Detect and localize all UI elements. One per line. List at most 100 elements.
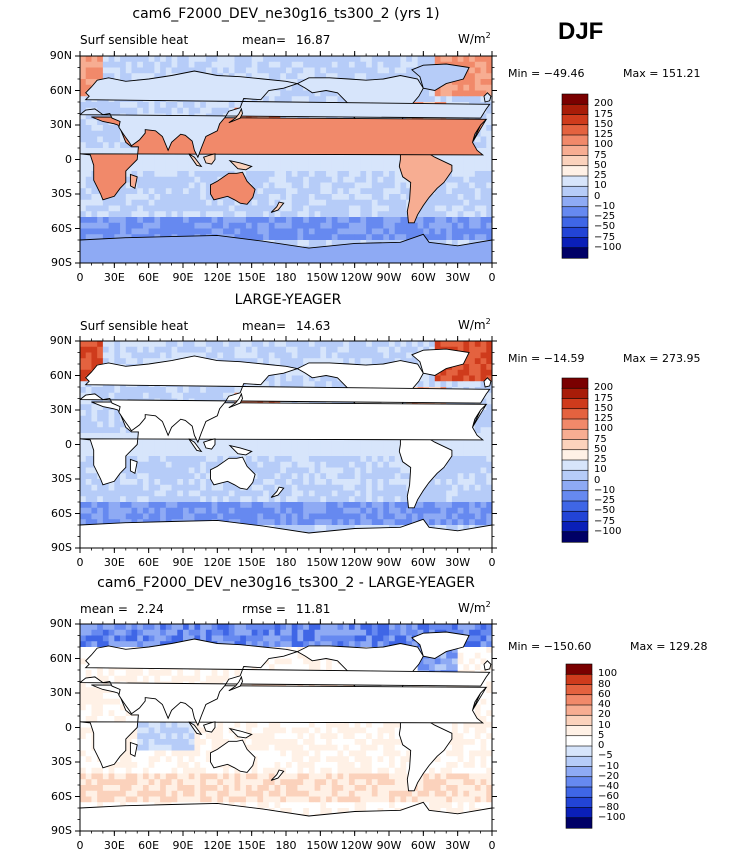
panel1-ytick-label: 30N	[49, 118, 72, 131]
panel3-units: W/m2	[458, 600, 491, 615]
panel3-ytick-label: 0	[65, 720, 72, 734]
panel3-colorbar-label: 100	[598, 668, 618, 680]
panel1-xtick-label: 90W	[376, 271, 402, 284]
panel1-xtick-label: 120W	[340, 271, 373, 284]
panel2-ytick-label: 0	[65, 437, 72, 451]
panel3-xtick-label: 150W	[306, 839, 339, 852]
panel2-colorbar-label: 175	[594, 392, 614, 404]
panel2-landmass	[228, 444, 253, 456]
panel2-colorbar-label: 100	[594, 423, 614, 435]
panel2-units: W/m2	[458, 317, 491, 332]
panel1-colorbar-box	[561, 93, 589, 105]
panel3-colorbar-box	[565, 663, 593, 675]
panel1-colorbar-label: −100	[594, 241, 622, 253]
panel2-colorbar-label: 25	[594, 454, 607, 465]
panel1-mean-label: mean=	[242, 33, 287, 47]
panel2-xtick-label: 0	[76, 556, 84, 569]
panel1-colorbar-label: −25	[594, 211, 616, 222]
panel1-colorbar-label: 200	[594, 98, 614, 110]
panel1-xtick-label: 30E	[103, 271, 125, 284]
panel2-colorbar-label: −10	[594, 484, 616, 496]
panel1-xtick-label: 30W	[445, 271, 471, 284]
panel3-rmse-label: rmse =	[242, 602, 286, 616]
panel2-xtick-label: 30W	[445, 556, 471, 569]
panel1-landmass	[210, 171, 256, 205]
panel1-title: cam6_F2000_DEV_ne30g16_ts300_2 (yrs 1)	[132, 6, 440, 22]
panel2-colorbar-label: 125	[594, 413, 614, 424]
panel2-landmass	[129, 458, 138, 474]
panel1-units: W/m2	[458, 31, 491, 46]
panel2-colorbar-box	[561, 480, 589, 492]
panel3-colorbar-box	[565, 714, 593, 727]
panel1-colorbar-label: −10	[594, 200, 616, 212]
panel1-colorbar-label: 175	[594, 108, 614, 120]
panel1-xtick-label: 150E	[237, 271, 266, 284]
panel1-colorbar-box	[561, 114, 589, 126]
panel3-xtick-label: 90W	[376, 839, 402, 852]
panel3-landmass	[228, 675, 243, 692]
panel3-xtick-label: 30W	[445, 839, 471, 852]
panel2-colorbar-box	[561, 459, 589, 471]
panel3-landmass	[228, 727, 253, 739]
panel1-colorbar-box	[561, 144, 589, 157]
panel1-landmass	[411, 63, 470, 91]
panel1-landmass	[483, 92, 492, 103]
panel2-mean-value: 14.63	[296, 319, 331, 333]
panel3-colorbar-label: 60	[598, 688, 611, 700]
panel3-ytick-label: 90S	[51, 824, 72, 837]
panel2-xtick-label: 60W	[410, 556, 436, 569]
panel3-xtick-label: 120E	[203, 839, 232, 852]
panel3-ytick-label: 60S	[51, 789, 72, 803]
panel3-units-base: W/m	[458, 601, 486, 615]
panel3-landmass	[129, 741, 138, 757]
panel2-colorbar-box	[561, 377, 589, 389]
panel3-xtick-label: 60E	[138, 839, 160, 852]
panel2-title: LARGE-YEAGER	[234, 292, 342, 308]
panel2-units-base: W/m	[458, 318, 486, 332]
panel2-colorbar-label: −25	[594, 495, 616, 506]
panel1-ytick-label: 30S	[51, 187, 72, 200]
panel3-max-label: Max = 129.28	[630, 640, 708, 653]
panel1-colorbar-label: 100	[594, 139, 614, 151]
panel2-min-label: Min = −14.59	[508, 352, 585, 365]
panel3-colorbar-label: −5	[598, 750, 613, 762]
panel1-colorbar-box	[561, 206, 589, 218]
panel3-ytick-label: 30S	[51, 755, 72, 768]
panel2-xtick-label: 90E	[172, 556, 194, 569]
panel3-colorbar-label: −80	[598, 801, 620, 813]
panel3-xtick-label: 0	[488, 839, 496, 852]
panel2-colorbar-box	[561, 418, 589, 430]
panel1-landmass	[188, 153, 203, 168]
panel3-colorbar-label: 40	[598, 699, 611, 710]
panel1-map	[75, 51, 497, 268]
panel2-landmass	[270, 486, 285, 498]
panel2-colorbar-box	[561, 510, 589, 523]
panel3-map	[75, 619, 497, 836]
panel2-colorbar-label: 75	[594, 433, 607, 445]
panel2-colorbar-label: 10	[594, 464, 607, 476]
panel2-colorbar	[561, 377, 589, 543]
panel3-colorbar-label: 5	[598, 729, 605, 741]
panel3-xtick-label: 60W	[410, 839, 436, 852]
panel3-mean-value: 2.24	[137, 602, 164, 616]
panel3-ytick-label: 60N	[49, 651, 72, 665]
panel1-colorbar-label: 25	[594, 170, 607, 181]
panel3-colorbar-box	[565, 704, 593, 716]
panel2-colorbar-box	[561, 398, 589, 410]
panel3-landmass	[411, 631, 470, 659]
panel1-xtick-label: 180	[275, 271, 297, 284]
panel1-units-sup: 2	[485, 31, 491, 40]
panel2-landmass	[411, 348, 470, 376]
panel3-landmass	[483, 660, 492, 671]
panel1-ytick-label: 60N	[49, 83, 72, 97]
panel1-ytick-label: 0	[65, 152, 72, 166]
panel2-colorbar-box	[561, 387, 589, 400]
panel1-colorbar-box	[561, 185, 589, 198]
panel3-colorbar-box	[565, 745, 593, 757]
panel3-colorbar-box	[565, 786, 593, 798]
panel2-colorbar-label: 50	[594, 443, 607, 455]
panel2-landmass	[80, 518, 492, 548]
panel3-colorbar-box	[565, 755, 593, 768]
season-label: DJF	[558, 18, 604, 45]
